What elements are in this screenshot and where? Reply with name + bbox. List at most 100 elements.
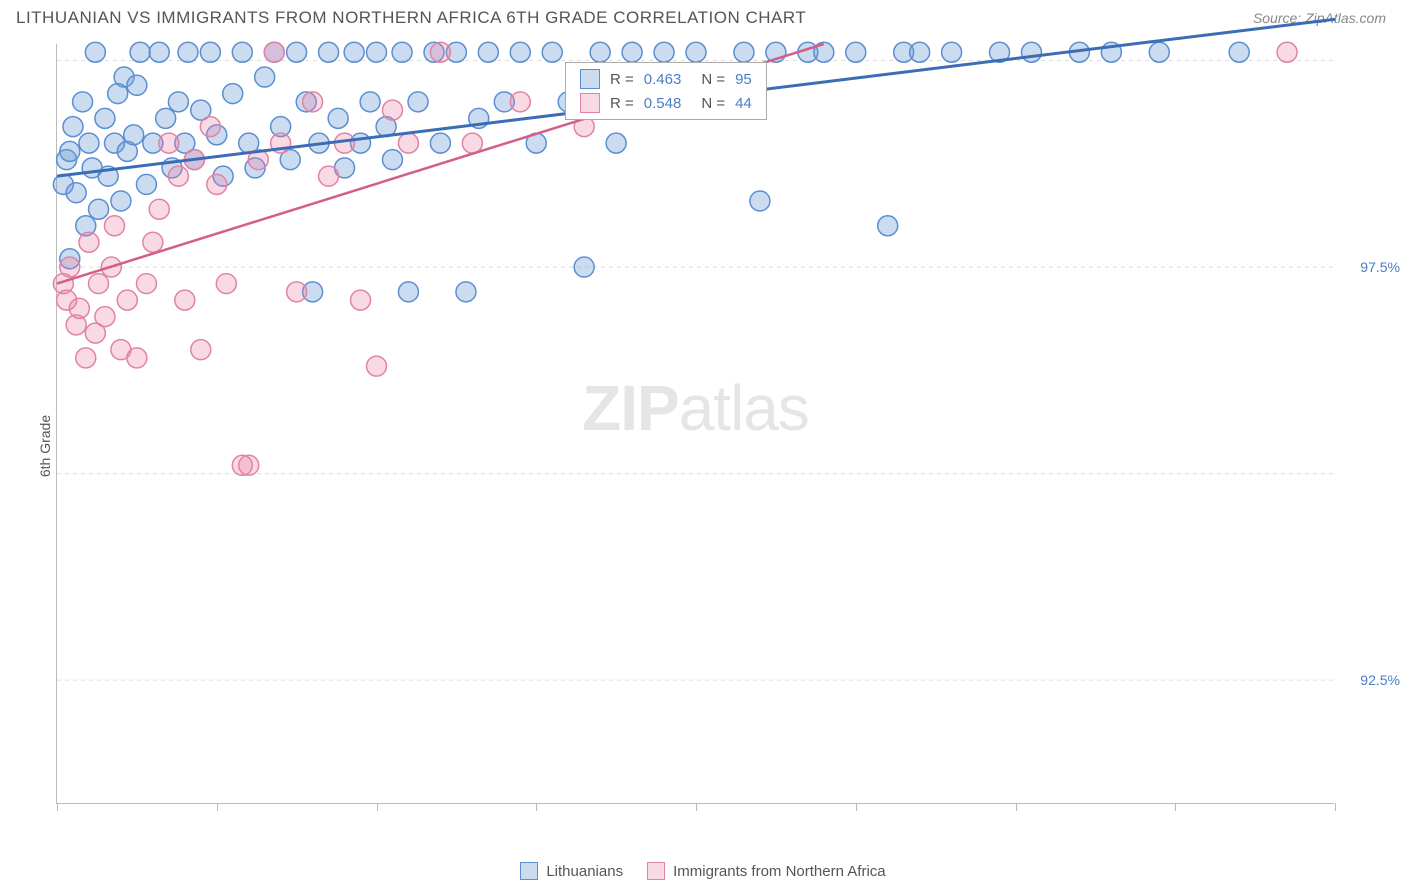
data-point bbox=[734, 42, 754, 62]
data-point bbox=[1277, 42, 1297, 62]
data-point bbox=[105, 216, 125, 236]
data-point bbox=[408, 92, 428, 112]
data-point bbox=[143, 232, 163, 252]
legend-n-label: N = bbox=[701, 95, 725, 112]
legend-label: Lithuanians bbox=[546, 863, 623, 880]
data-point bbox=[232, 42, 252, 62]
data-point bbox=[1021, 42, 1041, 62]
data-point bbox=[89, 274, 109, 294]
data-point bbox=[878, 216, 898, 236]
data-point bbox=[191, 340, 211, 360]
chart-plot-area: ZIPatlas R =0.463N =95R =0.548N =44 92.5… bbox=[56, 44, 1334, 804]
data-point bbox=[111, 191, 131, 211]
data-point bbox=[216, 274, 236, 294]
data-point bbox=[303, 92, 323, 112]
legend-swatch bbox=[580, 69, 600, 89]
data-point bbox=[462, 133, 482, 153]
data-point bbox=[66, 183, 86, 203]
data-point bbox=[149, 199, 169, 219]
data-point bbox=[168, 92, 188, 112]
data-point bbox=[351, 290, 371, 310]
chart-header: LITHUANIAN VS IMMIGRANTS FROM NORTHERN A… bbox=[0, 0, 1406, 36]
data-point bbox=[79, 232, 99, 252]
legend-item: Immigrants from Northern Africa bbox=[647, 862, 886, 880]
legend-item: Lithuanians bbox=[520, 862, 623, 880]
legend-label: Immigrants from Northern Africa bbox=[673, 863, 886, 880]
data-point bbox=[430, 133, 450, 153]
data-point bbox=[264, 42, 284, 62]
data-point bbox=[846, 42, 866, 62]
data-point bbox=[654, 42, 674, 62]
data-point bbox=[149, 42, 169, 62]
data-point bbox=[590, 42, 610, 62]
data-point bbox=[76, 348, 96, 368]
data-point bbox=[319, 166, 339, 186]
y-tick-label: 97.5% bbox=[1360, 259, 1400, 275]
data-point bbox=[398, 282, 418, 302]
data-point bbox=[478, 42, 498, 62]
data-point bbox=[69, 298, 89, 318]
data-point bbox=[124, 125, 144, 145]
data-point bbox=[200, 117, 220, 137]
data-point bbox=[574, 257, 594, 277]
data-point bbox=[239, 455, 259, 475]
data-point bbox=[178, 42, 198, 62]
data-point bbox=[750, 191, 770, 211]
data-point bbox=[79, 133, 99, 153]
data-point bbox=[942, 42, 962, 62]
data-point bbox=[382, 150, 402, 170]
data-point bbox=[63, 117, 83, 137]
data-point bbox=[136, 174, 156, 194]
data-point bbox=[127, 348, 147, 368]
data-point bbox=[367, 356, 387, 376]
data-point bbox=[287, 282, 307, 302]
data-point bbox=[360, 92, 380, 112]
legend-swatch bbox=[520, 862, 538, 880]
y-tick-label: 92.5% bbox=[1360, 672, 1400, 688]
legend-swatch bbox=[647, 862, 665, 880]
data-point bbox=[127, 75, 147, 95]
legend-n-value: 44 bbox=[735, 95, 752, 112]
data-point bbox=[1229, 42, 1249, 62]
data-point bbox=[117, 290, 137, 310]
legend-n-label: N = bbox=[701, 71, 725, 88]
data-point bbox=[606, 133, 626, 153]
legend-row: R = 0.548 N = 44 bbox=[566, 91, 766, 115]
data-point bbox=[200, 42, 220, 62]
data-point bbox=[456, 282, 476, 302]
legend-row: R = 0.463 N = 95 bbox=[566, 67, 766, 91]
data-point bbox=[367, 42, 387, 62]
data-point bbox=[686, 42, 706, 62]
legend-r-label: R = bbox=[610, 71, 634, 88]
legend-r-value: 0.548 bbox=[644, 95, 682, 112]
legend-r-value: 0.463 bbox=[644, 71, 682, 88]
data-point bbox=[319, 42, 339, 62]
series-legend: Lithuanians Immigrants from Northern Afri… bbox=[0, 862, 1406, 880]
data-point bbox=[130, 42, 150, 62]
data-point bbox=[136, 274, 156, 294]
chart-source: Source: ZipAtlas.com bbox=[1253, 10, 1386, 26]
data-point bbox=[382, 100, 402, 120]
legend-swatch bbox=[580, 93, 600, 113]
data-point bbox=[223, 84, 243, 104]
scatter-svg bbox=[57, 44, 1335, 804]
data-point bbox=[392, 42, 412, 62]
data-point bbox=[542, 42, 562, 62]
data-point bbox=[344, 42, 364, 62]
data-point bbox=[510, 42, 530, 62]
data-point bbox=[73, 92, 93, 112]
data-point bbox=[287, 42, 307, 62]
data-point bbox=[510, 92, 530, 112]
data-point bbox=[60, 141, 80, 161]
data-point bbox=[60, 257, 80, 277]
data-point bbox=[85, 42, 105, 62]
data-point bbox=[89, 199, 109, 219]
data-point bbox=[95, 307, 115, 327]
data-point bbox=[1149, 42, 1169, 62]
legend-n-value: 95 bbox=[735, 71, 752, 88]
data-point bbox=[398, 133, 418, 153]
data-point bbox=[430, 42, 450, 62]
legend-r-label: R = bbox=[610, 95, 634, 112]
correlation-legend: R = 0.463 N = 95 R = 0.548 N = 44 bbox=[565, 62, 767, 120]
data-point bbox=[168, 166, 188, 186]
